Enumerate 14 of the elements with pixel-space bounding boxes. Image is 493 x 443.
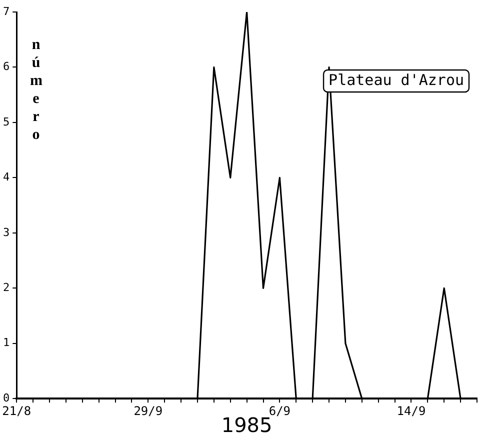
y-tick-label: 2 — [3, 281, 10, 294]
y-tick-label: 3 — [3, 226, 10, 239]
y-tick-label: 1 — [3, 336, 10, 350]
y-axis-title: número — [30, 36, 42, 144]
y-tick-label: 5 — [3, 115, 10, 128]
x-tick-label: 21/8 — [2, 404, 32, 418]
y-tick-label: 4 — [3, 170, 10, 184]
x-tick-label: 29/9 — [134, 404, 163, 418]
y-tick-label: 6 — [3, 60, 10, 74]
annotation: Plateau d'Azrou — [328, 70, 464, 89]
y-tick-label: 7 — [3, 4, 10, 18]
y-tick-label: 0 — [3, 391, 10, 404]
x-tick-label: 6/9 — [268, 404, 291, 418]
x-tick-label: 14/9 — [396, 404, 426, 418]
